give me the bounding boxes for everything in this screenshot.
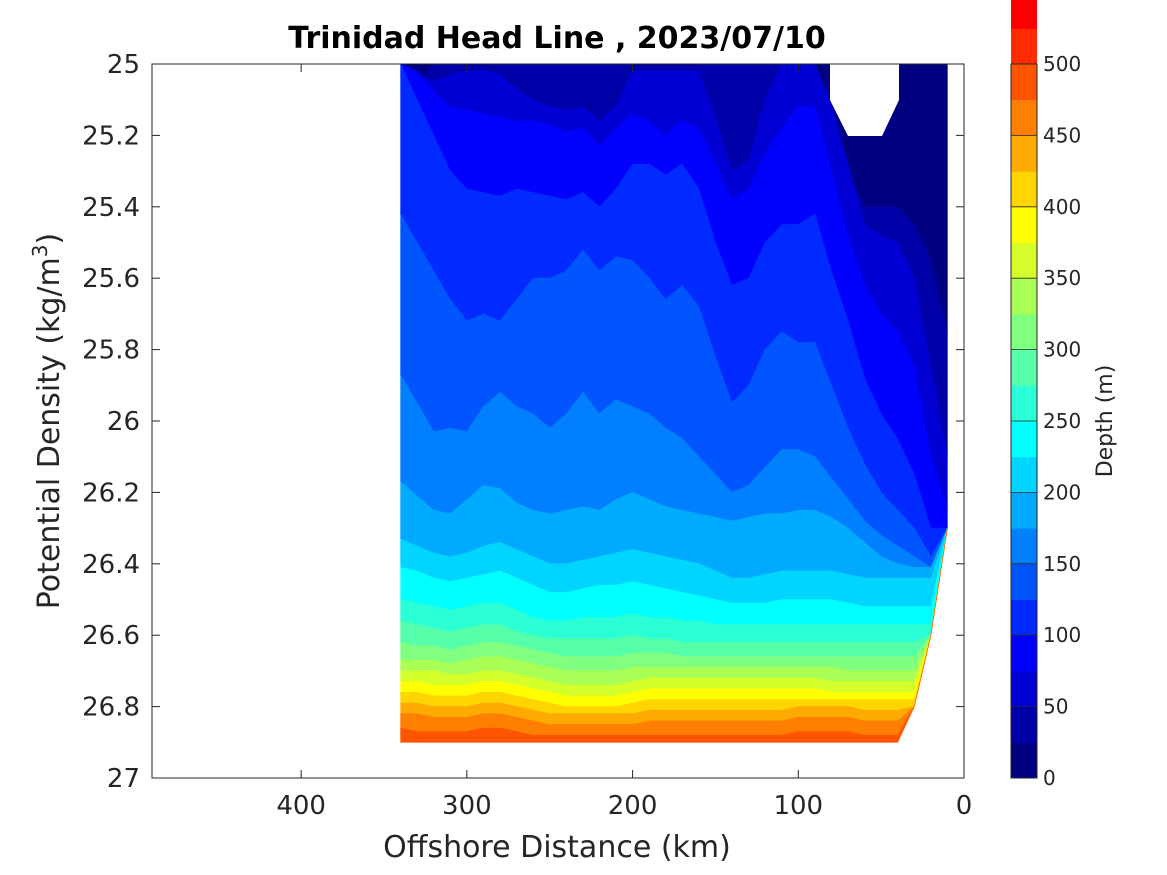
colorbar-tick-label: 250 [1043,409,1081,433]
colorbar-tick-label: 350 [1043,266,1081,290]
x-axis: 400 300 200 100 0 [276,64,972,821]
colorbar-tick-label: 450 [1043,123,1081,147]
colorbar-swatch [1011,635,1037,672]
colorbar-swatch [1011,599,1037,636]
colorbar-swatch [1011,0,1037,29]
colorbar-swatch [1011,242,1037,279]
y-tick-label: 25.8 [82,336,140,366]
colorbar-swatch [1011,135,1037,172]
y-tick-label: 26.4 [82,550,140,580]
plot-area: 400 300 200 100 0 25 25.2 25.4 25.6 25.8 26 26.2 26… [82,50,972,821]
x-tick-label: 100 [773,791,823,821]
y-axis-label: Potential Density (kg/m3) [28,233,67,609]
colorbar-swatch [1011,313,1037,351]
missing-data-region [830,64,899,136]
colorbar-swatch [1011,64,1037,101]
colorbar-tick-label: 150 [1043,552,1081,576]
colorbar-swatch [1011,421,1037,458]
colorbar-swatch [1011,670,1037,708]
contour-fills [399,63,948,743]
colorbar-swatch [1011,385,1037,422]
x-tick-label: 200 [608,791,658,821]
y-tick-label: 25.4 [82,193,140,223]
colorbar-swatch [1011,206,1037,243]
colorbar-label: Depth (m) [1093,365,1118,478]
x-tick-label: 400 [276,791,326,821]
colorbar-swatch [1011,563,1037,600]
y-tick-label: 25.2 [82,121,140,151]
colorbar-swatch [1011,742,1037,779]
colorbar-swatch [1011,278,1037,315]
chart-title: Trinidad Head Line , 2023/07/10 [288,21,825,56]
colorbar-swatch [1011,492,1037,529]
colorbar-swatch [1011,349,1037,386]
colorbar-swatch [1011,99,1037,136]
y-tick-label: 26.8 [82,693,140,723]
colorbar-swatch [1011,528,1037,565]
x-axis-label: Offshore Distance (km) [383,830,731,865]
colorbar-swatch [1011,456,1037,493]
colorbar-tick-label: 100 [1043,623,1081,647]
y-tick-label: 25.6 [82,264,140,294]
colorbar-tick-label: 200 [1043,480,1081,504]
colorbar-swatch [1011,706,1037,743]
colorbar-tick-label: 400 [1043,195,1081,219]
y-axis: 25 25.2 25.4 25.6 25.8 26 26.2 26.4 26.6 26.8 27 [82,50,964,794]
y-axis-label-superscript: 3 [28,244,52,257]
x-tick-label: 300 [442,791,492,821]
y-axis-label-main: Potential Density (kg/m [32,257,67,609]
y-axis-label-tail: ) [32,233,67,245]
colorbar-tick-label: 300 [1043,338,1081,362]
colorbar-tick-label: 0 [1043,766,1056,790]
y-tick-label: 26.6 [82,621,140,651]
colorbar-tick-label: 500 [1043,52,1081,76]
colorbar-swatch [1011,171,1037,208]
colorbar-tick-label: 50 [1043,695,1068,719]
colorbar-swatch [1011,28,1037,65]
x-tick-label: 0 [956,791,973,821]
y-tick-label: 25 [107,50,140,80]
contour-band [400,528,948,743]
y-tick-label: 27 [107,764,140,794]
y-tick-label: 26.2 [82,478,140,508]
y-tick-label: 26 [107,407,140,437]
colorbar: 0 50 100 150 200 250 300 350 400 450 500 [1010,0,1081,790]
